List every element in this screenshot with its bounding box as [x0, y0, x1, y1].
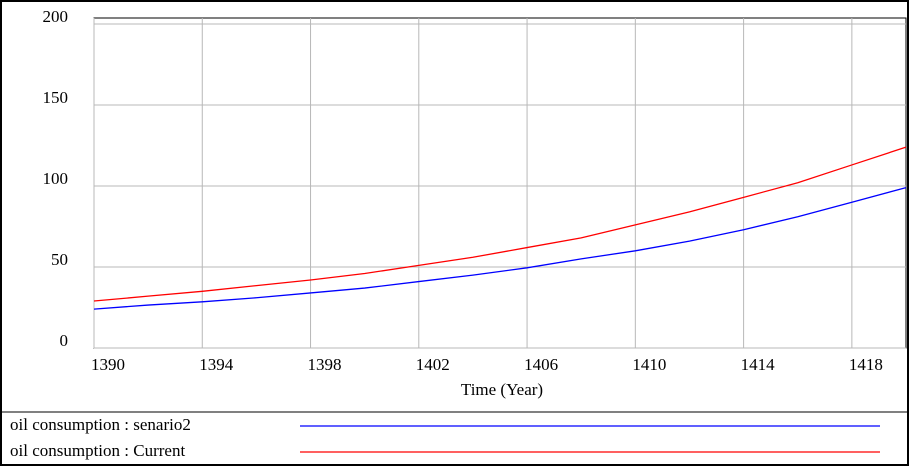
x-tick-label: 1390: [91, 355, 125, 374]
y-tick-label: 200: [43, 7, 69, 26]
x-tick-label: 1410: [632, 355, 666, 374]
y-tick-label: 150: [43, 88, 69, 107]
frame: [1, 1, 908, 465]
x-tick-label: 1406: [524, 355, 558, 374]
x-tick-label: 1414: [741, 355, 776, 374]
legend-label: oil consumption : senario2: [10, 415, 191, 434]
y-tick-label: 0: [60, 331, 69, 350]
x-tick-label: 1398: [308, 355, 342, 374]
x-tick-label: 1418: [849, 355, 883, 374]
legend-label: oil consumption : Current: [10, 441, 185, 460]
y-tick-label: 50: [51, 250, 68, 269]
chart: Time (Year) 0 50 100 150 200 1390 1394 1398 1402…: [0, 0, 910, 467]
y-tick-label: 100: [43, 169, 69, 188]
x-tick-label: 1402: [416, 355, 450, 374]
x-tick-label: 1394: [199, 355, 234, 374]
x-axis-label: Time (Year): [461, 380, 543, 399]
